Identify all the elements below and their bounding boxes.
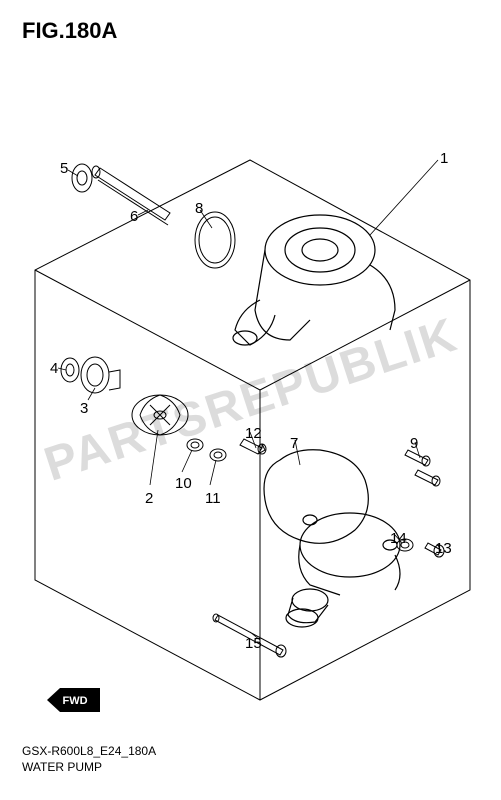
callout-5: 5 xyxy=(60,160,68,177)
callout-12: 12 xyxy=(245,425,262,442)
callout-11: 11 xyxy=(205,490,221,507)
fwd-direction-badge: FWD xyxy=(45,685,105,715)
footer-part-name: WATER PUMP xyxy=(22,760,102,774)
callout-10: 10 xyxy=(175,475,192,492)
fwd-label: FWD xyxy=(62,695,87,707)
callout-7: 7 xyxy=(290,435,298,452)
callout-8: 8 xyxy=(195,200,203,217)
callout-6: 6 xyxy=(130,208,138,225)
callout-2: 2 xyxy=(145,490,153,507)
parts-diagram xyxy=(0,0,501,800)
callout-1: 1 xyxy=(440,150,448,167)
callout-13: 13 xyxy=(435,540,452,557)
callout-3: 3 xyxy=(80,400,88,417)
callout-14: 14 xyxy=(390,530,407,547)
callout-9: 9 xyxy=(410,435,418,452)
callout-4: 4 xyxy=(50,360,58,377)
callout-15: 15 xyxy=(245,635,262,652)
footer-model-code: GSX-R600L8_E24_180A xyxy=(22,744,156,758)
